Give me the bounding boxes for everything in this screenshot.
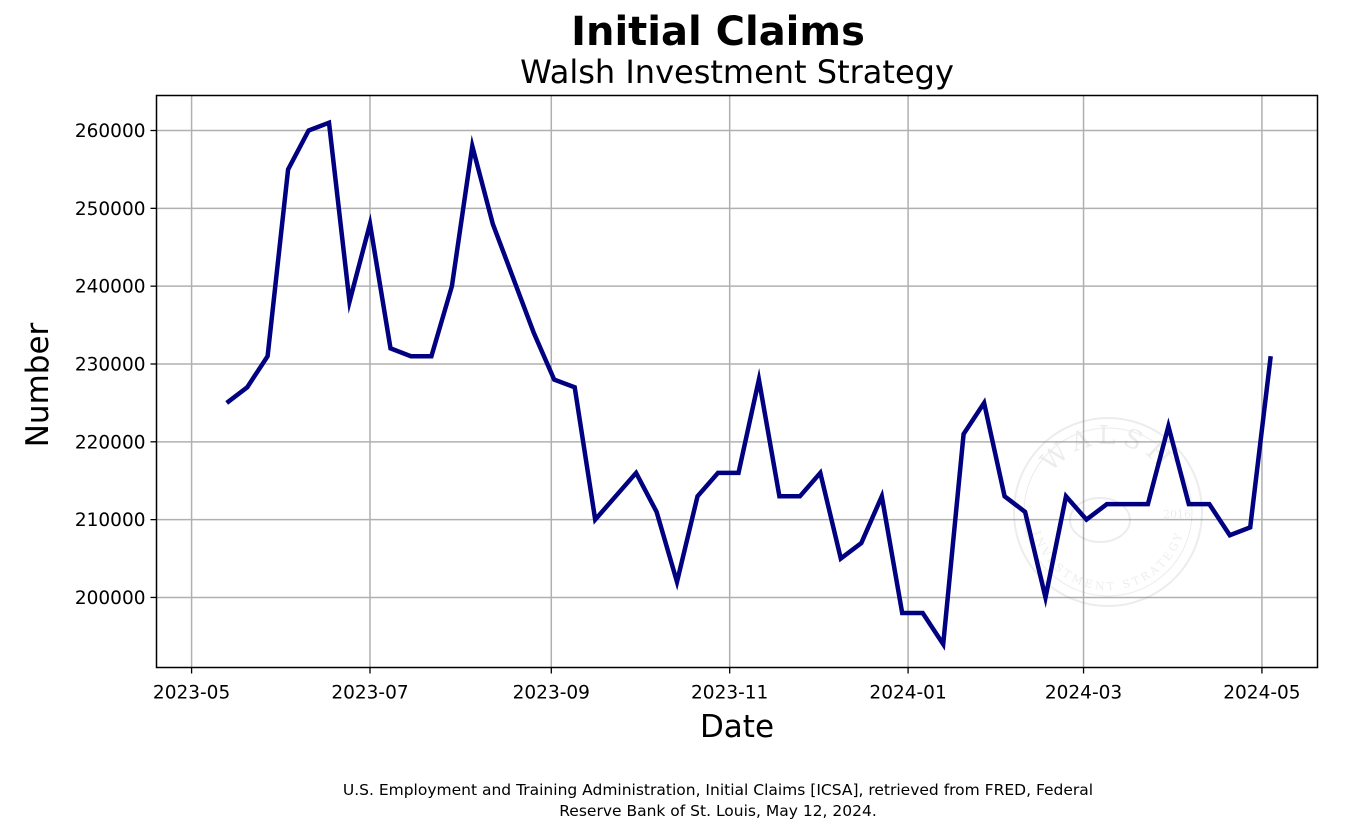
y-tick-label: 240000 (75, 277, 146, 298)
y-tick-label: 220000 (75, 432, 146, 453)
x-tick-label: 2023-11 (691, 683, 768, 704)
x-tick-label: 2024-05 (1223, 683, 1300, 704)
y-tick-label: 210000 (75, 510, 146, 531)
y-tick-label: 250000 (75, 199, 146, 220)
source-note-line1: U.S. Employment and Training Administrat… (343, 781, 1093, 799)
watermark-year: 2016 (1163, 508, 1191, 521)
x-tick-label: 2023-07 (331, 683, 408, 704)
x-tick-label: 2023-05 (153, 683, 230, 704)
x-tick-label: 2023-09 (513, 683, 590, 704)
x-tick-label: 2024-03 (1045, 683, 1122, 704)
x-tick-label: 2024-01 (869, 683, 946, 704)
y-tick-label: 230000 (75, 354, 146, 375)
y-tick-label: 200000 (75, 588, 146, 609)
chart-subtitle: Walsh Investment Strategy (520, 53, 954, 91)
chart-title: Initial Claims (571, 9, 865, 55)
plot-frame (155, 94, 1319, 669)
x-axis-label: Date (700, 709, 774, 745)
y-tick-label: 260000 (75, 121, 146, 142)
source-note-line2: Reserve Bank of St. Louis, May 12, 2024. (559, 802, 877, 820)
y-axis-label: Number (20, 322, 56, 447)
data-layer (225, 119, 1273, 651)
grid: 200000 210000 220000 230000 240000 250000 2600… (75, 95, 1318, 704)
series-line (225, 119, 1273, 651)
